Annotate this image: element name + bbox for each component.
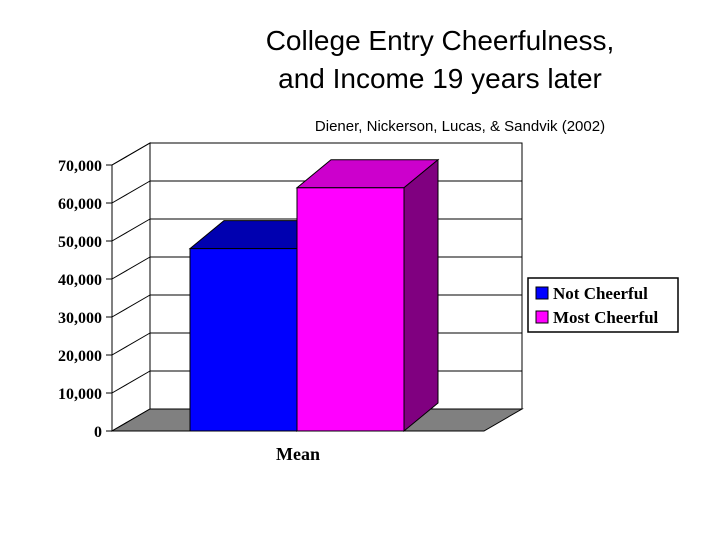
side-wall	[111, 142, 151, 432]
y-tick-label: 60,000	[58, 196, 102, 213]
gridline-side	[111, 142, 151, 166]
legend-swatch	[535, 286, 549, 300]
legend-label: Most Cheerful	[553, 308, 659, 327]
legend-label: Not Cheerful	[553, 284, 648, 303]
y-tick-label: 20,000	[58, 348, 102, 365]
x-category-label: Mean	[276, 444, 320, 464]
bar-not-cheerful	[189, 248, 298, 432]
legend-swatch	[535, 310, 549, 324]
y-tick-label: 70,000	[58, 158, 102, 175]
legend	[527, 277, 679, 333]
bar-side-most-cheerful	[403, 158, 439, 433]
gridline-side	[111, 370, 151, 394]
y-tick-label: 10,000	[58, 386, 102, 403]
y-tick-label: 40,000	[58, 272, 102, 289]
chart-title-line-2: and Income 19 years later	[278, 63, 602, 94]
y-tick-label: 30,000	[58, 310, 102, 327]
gridline-side	[111, 218, 151, 242]
gridline-side	[111, 332, 151, 356]
y-tick-label: 0	[94, 424, 102, 441]
gridline-side	[111, 294, 151, 318]
bar-most-cheerful	[296, 187, 405, 432]
chart-title: College Entry Cheerfulness, and Income 1…	[150, 22, 720, 98]
chart-subtitle: Diener, Nickerson, Lucas, & Sandvik (200…	[314, 118, 606, 135]
chart-title-line-1: College Entry Cheerfulness,	[265, 25, 615, 56]
gridline-side	[111, 180, 151, 204]
y-tick-label: 50,000	[58, 234, 102, 251]
gridline-side	[111, 256, 151, 280]
